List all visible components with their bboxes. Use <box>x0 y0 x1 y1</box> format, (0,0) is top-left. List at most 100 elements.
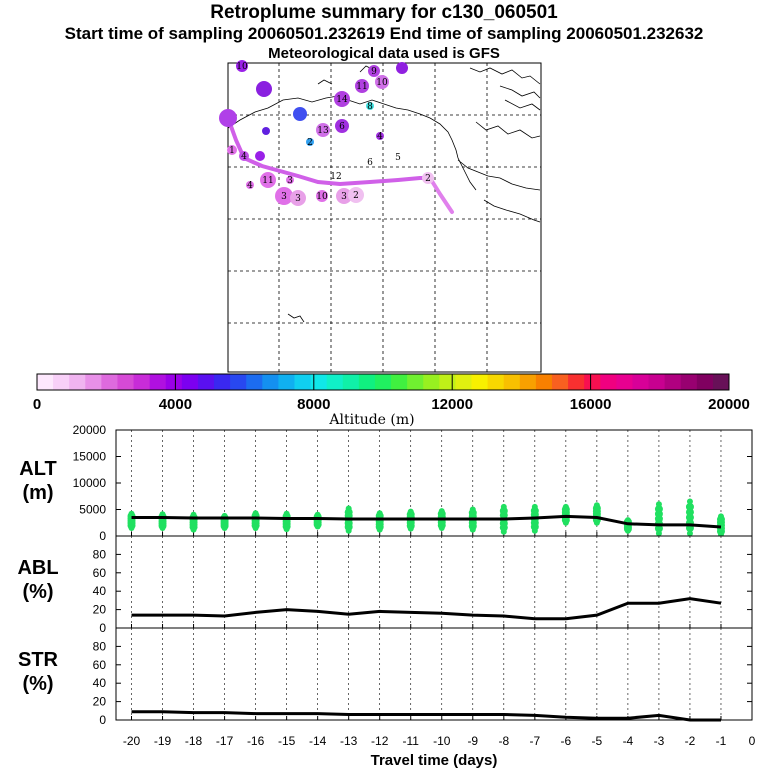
colorbar-tick-label: 20000 <box>708 396 750 413</box>
trajectory-marker <box>335 119 349 133</box>
colorbar-tick-label: 16000 <box>570 396 612 413</box>
plume-dot <box>293 107 307 121</box>
trajectory-marker <box>286 176 294 184</box>
colorbar-cell <box>149 374 167 390</box>
colorbar-cell <box>230 374 247 390</box>
x-tick-label: -15 <box>278 734 296 748</box>
y-tick-label: 0 <box>99 621 106 635</box>
panel-abl: 0 20 40 60 80 ABL(%) <box>17 535 753 635</box>
colorbar-cell <box>535 374 553 390</box>
colorbar-cell <box>278 374 295 390</box>
x-tick-label: 0 <box>749 734 756 748</box>
colorbar-cell <box>262 374 279 390</box>
trajectory-label: 4 <box>247 181 253 191</box>
y-tick-label: 40 <box>93 584 107 598</box>
trajectory-marker <box>316 190 328 202</box>
trajectory-label: 3 <box>287 176 293 186</box>
altitude-point <box>438 508 445 515</box>
trajectory-label: 8 <box>367 102 373 112</box>
altitude-point <box>655 501 662 508</box>
trajectory-marker <box>336 188 352 204</box>
x-tick-label: -18 <box>185 734 203 748</box>
trajectory-marker <box>375 75 389 89</box>
panel-frame <box>115 627 753 721</box>
trajectory-marker <box>275 187 293 205</box>
colorbar-cell <box>600 374 617 390</box>
x-tick-label: -1 <box>716 734 727 748</box>
map-graticule <box>228 63 541 372</box>
trajectory-label: 2 <box>307 138 313 148</box>
altitude-point <box>531 503 538 510</box>
trajectory-marker <box>239 151 249 161</box>
colorbar-cell <box>165 374 183 390</box>
plume-dot <box>396 62 408 74</box>
trajectory-marker <box>376 132 384 140</box>
trajectory-marker <box>355 79 369 93</box>
altitude-point <box>345 505 352 512</box>
x-tick-label: -11 <box>403 734 420 748</box>
plume-dot <box>219 109 237 127</box>
trajectory-marker <box>236 60 248 72</box>
altitude-point <box>159 511 166 518</box>
colorbar-cell <box>648 374 666 390</box>
axis-label-unit: (%) <box>22 673 53 695</box>
altitude-point <box>252 510 259 517</box>
trajectory-label: 13 <box>317 126 329 136</box>
colorbar-cell <box>294 374 312 390</box>
trajectory-label: 5 <box>395 153 401 163</box>
colorbar-frame <box>36 373 730 391</box>
colorbar-cell <box>471 374 489 390</box>
colorbar-cell <box>310 374 328 390</box>
colorbar-cell <box>358 374 376 390</box>
colorbar-cell <box>519 374 537 390</box>
trajectory-label: 10 <box>376 78 388 88</box>
x-tick-label: -6 <box>561 734 572 748</box>
trajectory-label: 2 <box>425 174 431 184</box>
axis-label: ALT <box>19 458 56 480</box>
altitude-point <box>717 513 724 520</box>
x-tick-label: -8 <box>498 734 509 748</box>
plume-dot <box>256 81 272 97</box>
colorbar-cell <box>246 374 263 390</box>
mean-altitude-line <box>131 514 722 529</box>
x-tick-label: -2 <box>685 734 696 748</box>
trajectory-label: 10 <box>316 192 328 202</box>
trajectory-label: 3 <box>295 194 301 204</box>
altitude-point <box>407 508 414 515</box>
trajectory-label: 12 <box>330 172 341 182</box>
colorbar-cell <box>374 374 392 390</box>
trajectory-label: 3 <box>341 192 347 202</box>
y-tick-label: 60 <box>93 658 107 672</box>
time-series-panels: 05000100001500020000ALT(m)020406080ABL(%… <box>17 423 755 768</box>
colorbar-cell <box>101 374 118 390</box>
y-tick-label: 40 <box>93 676 107 690</box>
x-tick-label: -13 <box>340 734 358 748</box>
colorbar-cell <box>69 374 86 390</box>
y-tick-label: 80 <box>93 639 107 653</box>
x-tick-label: -5 <box>592 734 603 748</box>
altitude-point <box>469 506 476 513</box>
altitude-point <box>686 530 693 537</box>
colorbar-cell <box>197 374 215 390</box>
x-axis-label: Travel time (days) <box>371 752 498 768</box>
colorbar-cell <box>117 374 135 390</box>
trajectory-label: 11 <box>356 82 367 92</box>
colorbar-cell <box>85 374 102 390</box>
axis-label: STR <box>18 649 59 671</box>
trajectory-label: 6 <box>339 122 345 132</box>
trajectory-label: 6 <box>367 158 373 168</box>
y-tick-label: 0 <box>99 529 106 543</box>
trajectory-marker <box>348 187 364 203</box>
altitude-point <box>562 503 569 510</box>
colorbar-cell <box>342 374 360 390</box>
trajectory-label: 10 <box>236 62 248 72</box>
trajectory-marker <box>260 172 276 188</box>
colorbar-cell <box>551 374 569 390</box>
y-tick-label: 80 <box>93 547 107 561</box>
x-tick-label: -3 <box>654 734 665 748</box>
colorbar-cell <box>214 374 231 390</box>
meteo-label: Meteorological data used is GFS <box>268 45 500 62</box>
colorbar-cell <box>423 374 440 390</box>
